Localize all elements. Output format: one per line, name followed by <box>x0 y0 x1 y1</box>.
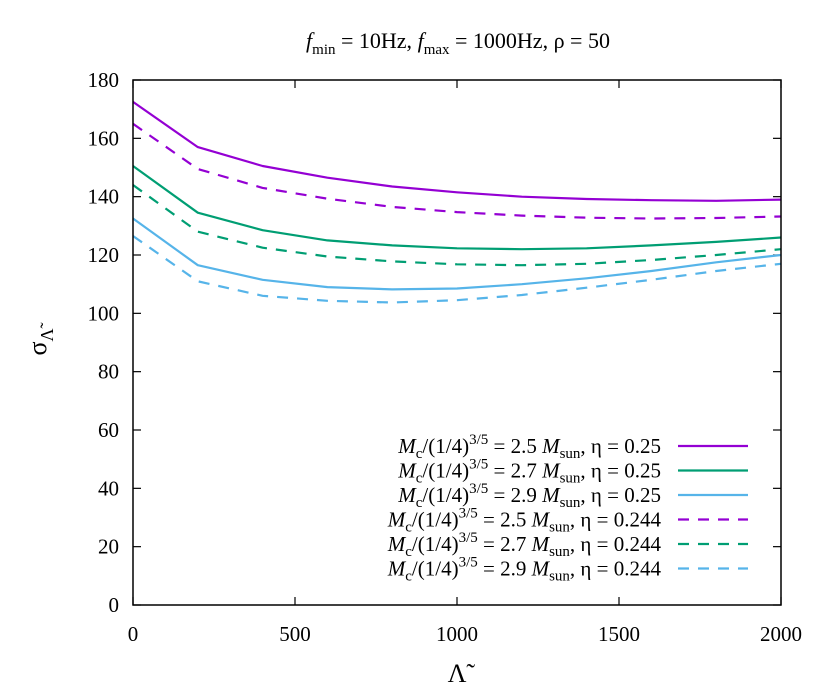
y-tick-label: 80 <box>98 360 119 384</box>
legend-label-6: Mc/(1/4)3/5 = 2.9 Msun, η = 0.244 <box>387 555 662 585</box>
legend-label-2: Mc/(1/4)3/5 = 2.7 Msun, η = 0.25 <box>397 457 661 487</box>
x-tick-label: 2000 <box>760 622 802 646</box>
y-tick-label: 180 <box>88 68 120 92</box>
legend-label-5: Mc/(1/4)3/5 = 2.7 Msun, η = 0.244 <box>387 530 662 560</box>
series-line-6 <box>132 235 782 304</box>
series-line-5 <box>132 184 782 267</box>
plot-frame <box>132 79 782 606</box>
y-tick-label: 0 <box>109 593 120 617</box>
x-tick-label: 0 <box>128 622 139 646</box>
series-line-1 <box>132 100 782 202</box>
series-line-3 <box>132 217 782 291</box>
y-tick-label: 100 <box>88 301 120 325</box>
legend-label-4: Mc/(1/4)3/5 = 2.5 Msun, η = 0.244 <box>387 506 662 536</box>
legend-label-3: Mc/(1/4)3/5 = 2.9 Msun, η = 0.25 <box>397 481 661 511</box>
legend-label-1: Mc/(1/4)3/5 = 2.5 Msun, η = 0.25 <box>397 432 661 462</box>
x-tick-label: 500 <box>279 622 311 646</box>
y-tick-label: 60 <box>98 418 119 442</box>
x-tick-label: 1500 <box>598 622 640 646</box>
y-tick-label: 140 <box>88 185 120 209</box>
series-line-2 <box>132 165 782 251</box>
series-line-4 <box>132 122 782 220</box>
svg-text:σΛ̃: σΛ̃ <box>23 322 57 355</box>
y-tick-label: 120 <box>88 243 120 267</box>
y-axis-title: σΛ̃ <box>23 322 57 355</box>
y-tick-label: 40 <box>98 476 119 500</box>
x-axis-title: Λ̃ <box>448 659 476 688</box>
x-tick-label: 1000 <box>436 622 478 646</box>
y-tick-label: 20 <box>98 535 119 559</box>
y-tick-label: 160 <box>88 126 120 150</box>
chart-title: fmin = 10Hz, fmax = 1000Hz, ρ = 50 <box>306 28 610 58</box>
